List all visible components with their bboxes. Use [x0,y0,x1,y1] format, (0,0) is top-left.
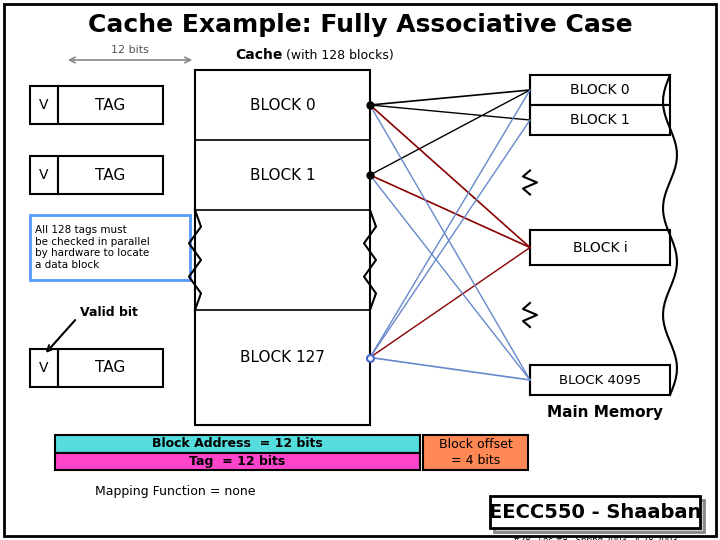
Bar [58,349,163,387]
Text: Valid bit: Valid bit [80,306,138,319]
Text: BLOCK i: BLOCK i [572,240,627,254]
Text: Cache Example: Fully Associative Case: Cache Example: Fully Associative Case [88,13,632,37]
Bar [30,215,190,280]
Bar [30,86,58,124]
Bar [530,105,670,135]
Text: BLOCK 4095: BLOCK 4095 [559,374,641,387]
Bar [423,435,528,470]
Bar [55,453,420,470]
Text: BLOCK 0: BLOCK 0 [250,98,315,112]
Bar [30,156,58,194]
Bar [58,86,163,124]
Text: BLOCK 1: BLOCK 1 [570,113,630,127]
Text: Block Address  = 12 bits: Block Address = 12 bits [152,437,323,450]
Text: 12 bits: 12 bits [111,45,149,55]
Text: BLOCK 127: BLOCK 127 [240,350,325,365]
Text: Main Memory: Main Memory [547,404,663,420]
Text: All 128 tags must
be checked in parallel
by hardware to locate
a data block: All 128 tags must be checked in parallel… [35,225,150,270]
Text: BLOCK 1: BLOCK 1 [250,167,315,183]
Text: EECC550 - Shaaban: EECC550 - Shaaban [489,503,701,522]
Text: (with 128 blocks): (with 128 blocks) [282,49,394,62]
Bar [195,70,370,425]
Text: Mapping Function = none: Mapping Function = none [95,485,256,498]
Bar [530,365,670,395]
Bar [494,500,704,532]
Text: #28   Lec #8   Spring 2003   4-28-2003: #28 Lec #8 Spring 2003 4-28-2003 [513,536,678,540]
Bar [55,435,420,453]
Text: Tag  = 12 bits: Tag = 12 bits [189,455,286,468]
Text: V: V [40,98,49,112]
Text: BLOCK 0: BLOCK 0 [570,83,630,97]
Bar [490,496,700,528]
Text: V: V [40,168,49,182]
Text: TAG: TAG [95,98,125,112]
Text: V: V [40,361,49,375]
Text: Block offset
= 4 bits: Block offset = 4 bits [438,438,513,467]
Bar [58,156,163,194]
Text: TAG: TAG [95,167,125,183]
Bar [530,75,670,105]
Bar [530,230,670,265]
Text: TAG: TAG [95,361,125,375]
Text: Cache: Cache [235,48,282,62]
Bar [30,349,58,387]
